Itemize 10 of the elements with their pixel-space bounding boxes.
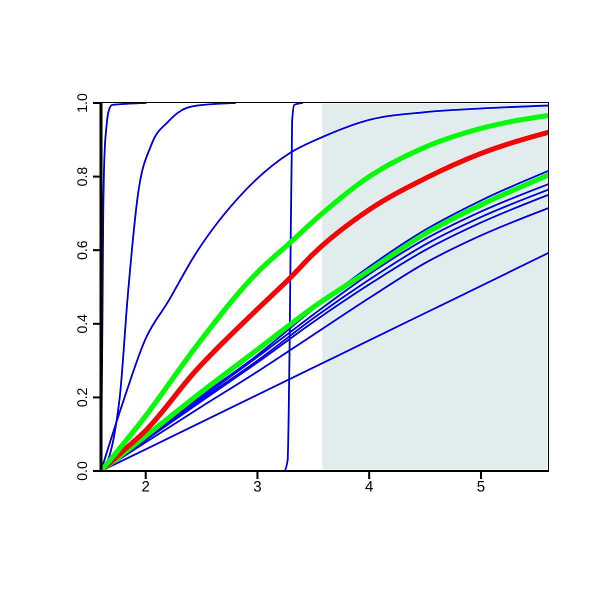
y-tick-label: 0.6: [74, 240, 90, 260]
x-tick-label: 3: [253, 478, 262, 496]
x-tick-label: 4: [365, 478, 374, 496]
y-tick-label: 1.0: [74, 93, 90, 113]
x-tick-label: 5: [476, 478, 486, 496]
y-tick-label: 0.2: [74, 387, 90, 408]
y-tick-label: 0.4: [74, 314, 90, 334]
y-tick-label: 0.0: [74, 461, 90, 481]
y-tick-label: 0.8: [74, 166, 90, 186]
x-tick-label: 2: [142, 478, 150, 496]
